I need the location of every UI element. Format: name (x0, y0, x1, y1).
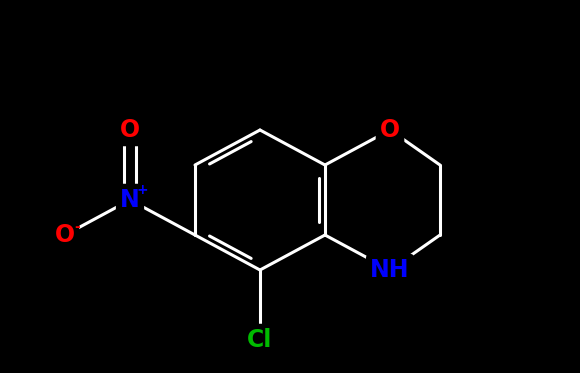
Text: O: O (120, 118, 140, 142)
Text: +: + (136, 183, 148, 197)
Text: NH: NH (370, 258, 409, 282)
Text: N: N (120, 188, 140, 212)
Text: Cl: Cl (247, 328, 273, 352)
Text: O: O (380, 118, 400, 142)
Text: O: O (55, 223, 75, 247)
Text: -: - (74, 220, 80, 234)
